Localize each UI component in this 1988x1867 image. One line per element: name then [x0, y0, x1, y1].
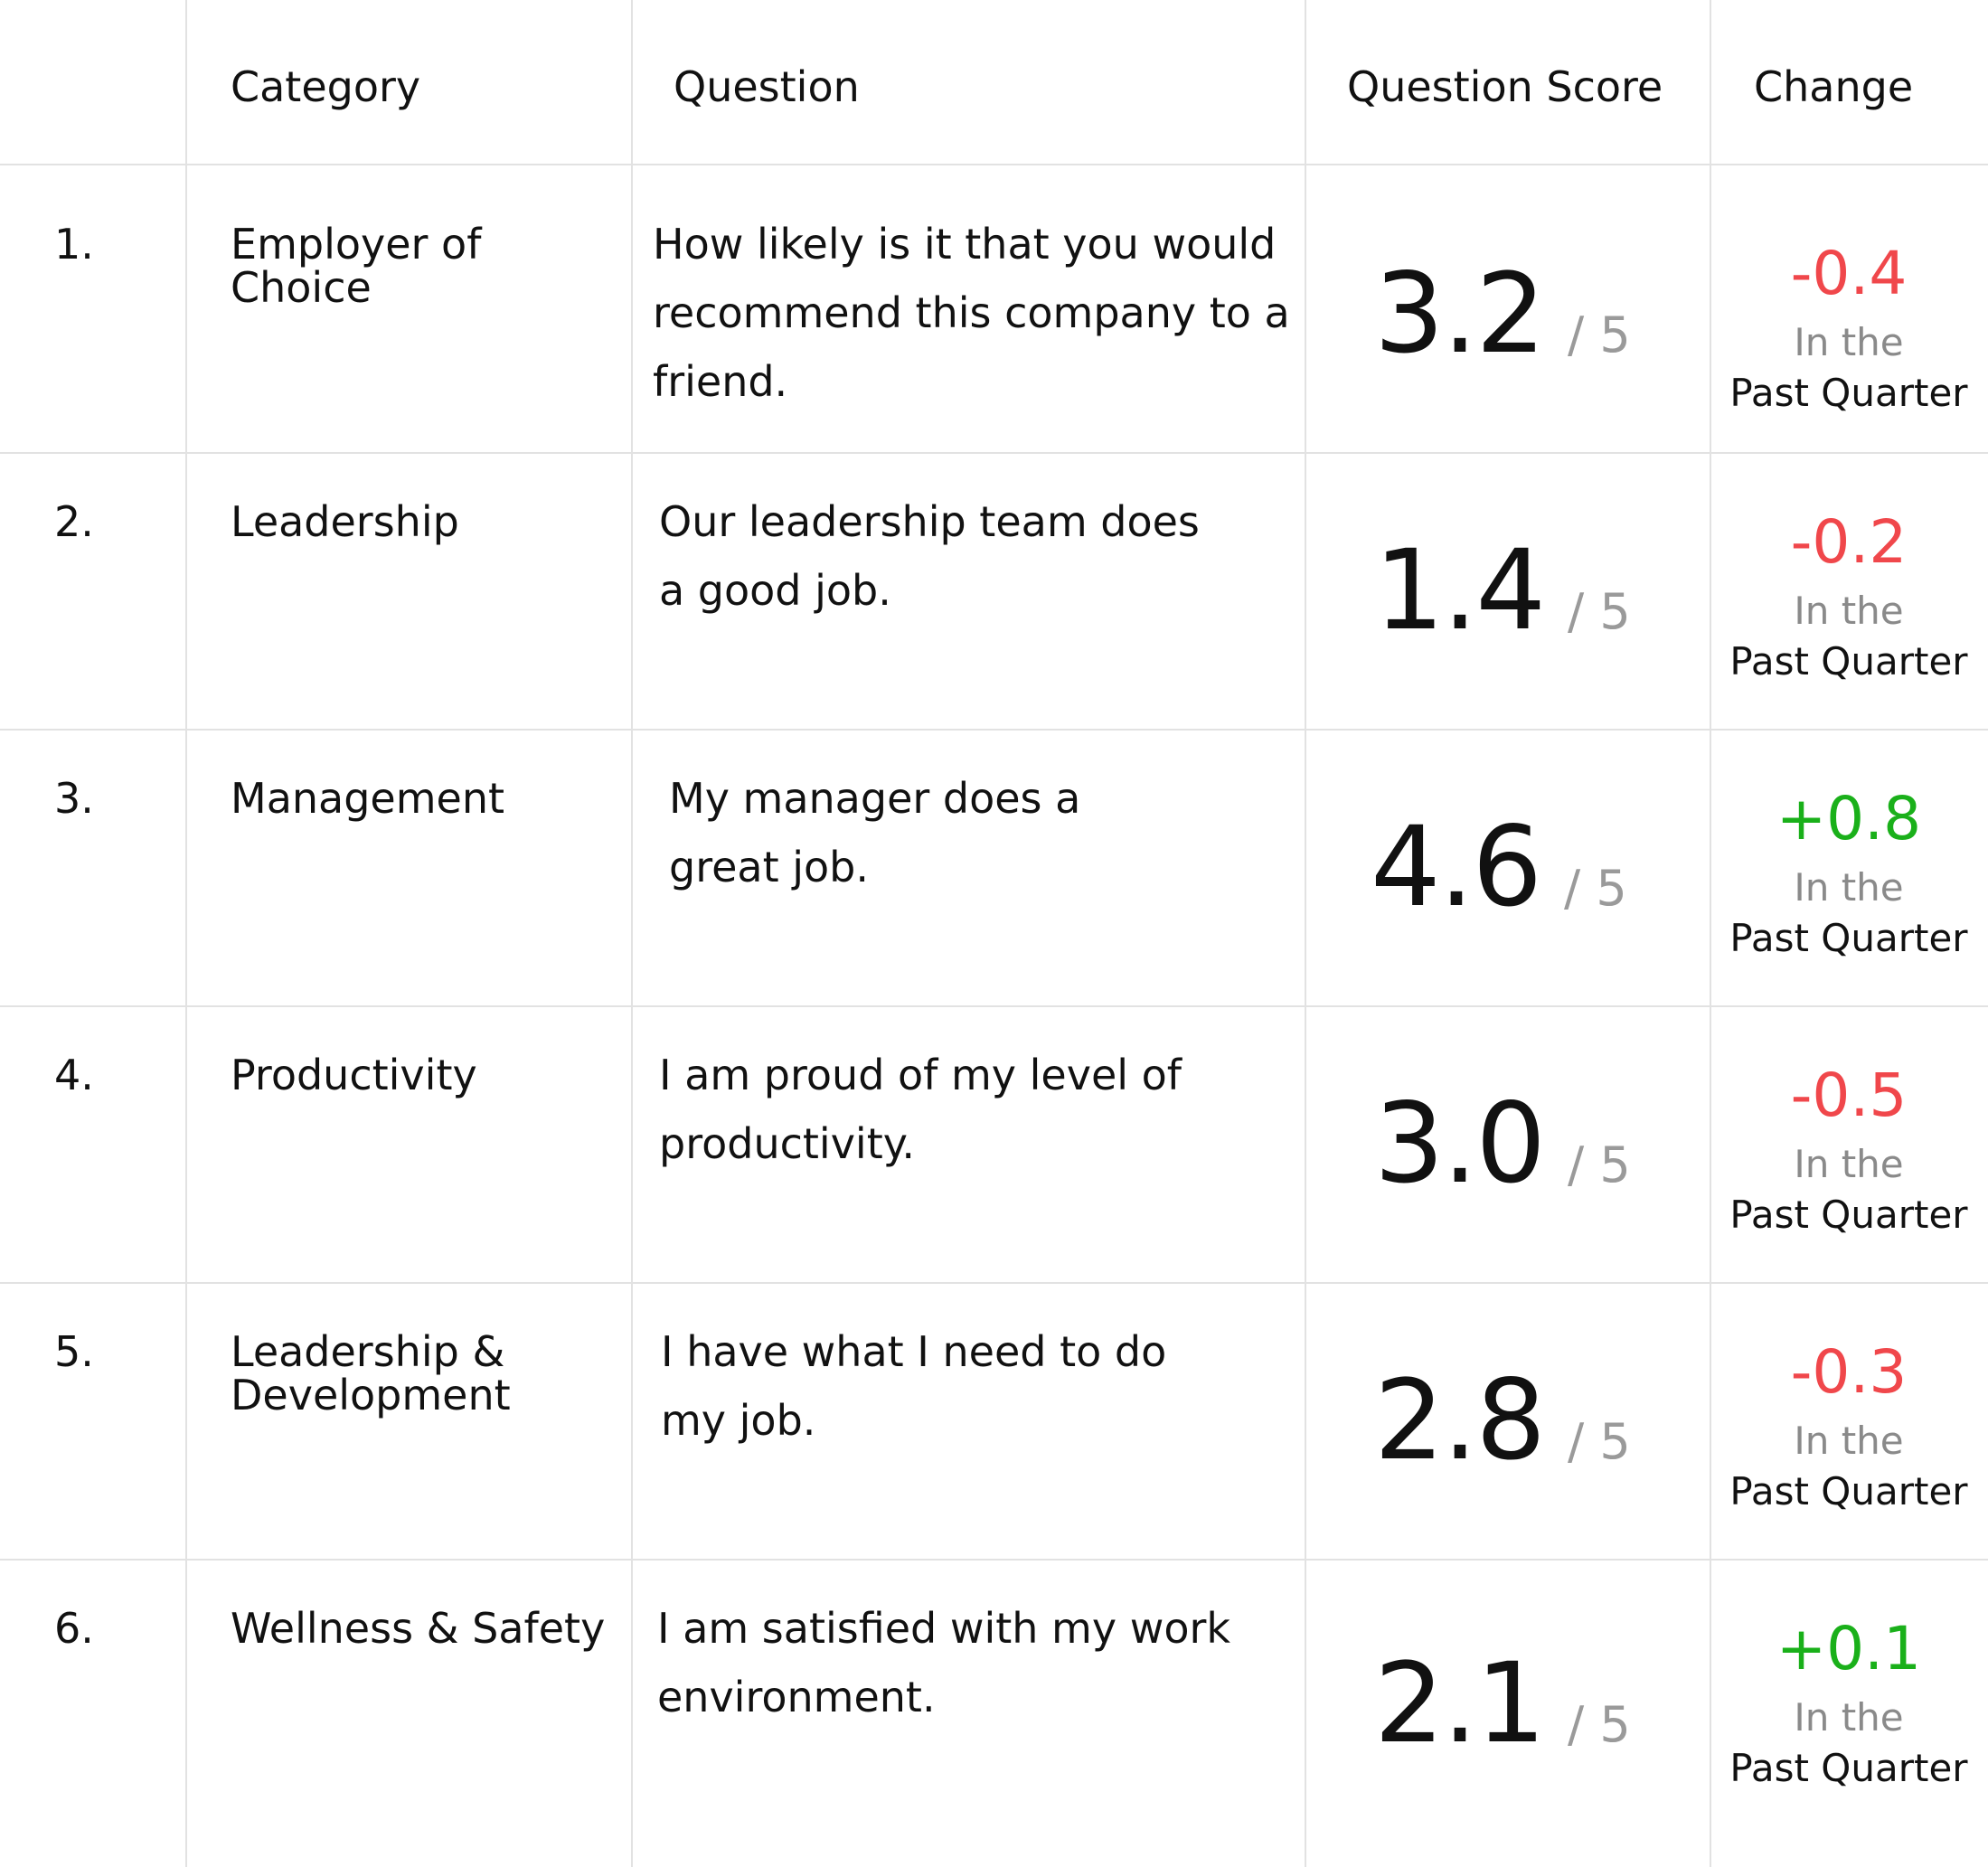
score-value: 3.2	[1374, 250, 1546, 378]
score-max: / 5	[1564, 860, 1627, 917]
row-change: +0.1 In the Past Quarter	[1713, 1613, 1984, 1794]
row-divider	[0, 452, 1988, 454]
change-period-line2: Past Quarter	[1729, 639, 1968, 684]
change-value: +0.1	[1776, 1614, 1922, 1683]
row-divider	[0, 1005, 1988, 1007]
change-value: -0.4	[1790, 239, 1908, 308]
row-category: Leadership & Development	[231, 1327, 511, 1419]
row-index: 3.	[54, 774, 94, 823]
row-score: 2.1/ 5	[1374, 1648, 1631, 1759]
row-question: How likely is it that you would recommen…	[653, 220, 1290, 406]
row-category: Productivity	[231, 1051, 477, 1099]
column-divider	[185, 0, 187, 1867]
change-period-line1: In the	[1794, 1419, 1904, 1463]
column-divider	[1305, 0, 1306, 1867]
row-index: 2.	[54, 497, 94, 546]
change-period-line2: Past Quarter	[1729, 371, 1968, 415]
header-category: Category	[231, 62, 421, 111]
column-divider	[631, 0, 633, 1867]
row-question: I am satisfied with my work environment.	[657, 1604, 1231, 1721]
row-change: -0.5 In the Past Quarter	[1713, 1060, 1984, 1240]
score-max: / 5	[1568, 1136, 1631, 1193]
row-index: 5.	[54, 1327, 94, 1376]
change-period-line1: In the	[1794, 589, 1904, 633]
header-change: Change	[1754, 62, 1914, 111]
score-value: 2.1	[1374, 1639, 1546, 1768]
change-period-line2: Past Quarter	[1729, 1193, 1968, 1237]
header-question: Question	[674, 62, 860, 111]
row-question: I have what I need to do my job.	[661, 1327, 1167, 1445]
change-value: -0.5	[1790, 1061, 1908, 1130]
row-score: 3.0/ 5	[1374, 1089, 1631, 1199]
row-index: 4.	[54, 1051, 94, 1099]
row-category: Leadership	[231, 497, 459, 546]
change-period-line1: In the	[1794, 320, 1904, 364]
row-index: 1.	[54, 220, 94, 269]
score-max: / 5	[1568, 1696, 1631, 1753]
row-category: Management	[231, 774, 505, 823]
change-period-line1: In the	[1794, 865, 1904, 910]
row-divider	[0, 164, 1988, 165]
score-value: 1.4	[1374, 526, 1546, 655]
row-score: 4.6/ 5	[1371, 812, 1627, 922]
row-score: 3.2/ 5	[1374, 259, 1631, 369]
change-period-line2: Past Quarter	[1729, 916, 1968, 960]
row-index: 6.	[54, 1604, 94, 1653]
row-question: My manager does a great job.	[669, 774, 1081, 891]
change-value: -0.3	[1790, 1337, 1908, 1407]
change-period-line1: In the	[1794, 1142, 1904, 1186]
row-change: -0.2 In the Past Quarter	[1713, 506, 1984, 687]
score-max: / 5	[1568, 583, 1631, 640]
row-category: Employer of Choice	[231, 220, 482, 312]
score-value: 2.8	[1374, 1356, 1546, 1485]
row-category: Wellness & Safety	[231, 1604, 606, 1653]
score-max: / 5	[1568, 306, 1631, 363]
row-divider	[0, 1282, 1988, 1284]
change-period-line2: Past Quarter	[1729, 1746, 1968, 1790]
row-change: -0.3 In the Past Quarter	[1713, 1336, 1984, 1517]
change-value: -0.2	[1790, 507, 1908, 577]
change-period-line1: In the	[1794, 1695, 1904, 1740]
row-divider	[0, 729, 1988, 731]
row-question: I am proud of my level of productivity.	[659, 1051, 1182, 1168]
header-question-score: Question Score	[1347, 62, 1663, 111]
row-change: -0.4 In the Past Quarter	[1713, 238, 1984, 419]
change-period-line2: Past Quarter	[1729, 1469, 1968, 1513]
change-value: +0.8	[1776, 784, 1922, 853]
score-value: 3.0	[1374, 1080, 1546, 1208]
score-value: 4.6	[1371, 803, 1542, 931]
row-divider	[0, 1559, 1988, 1561]
row-change: +0.8 In the Past Quarter	[1713, 783, 1984, 964]
column-divider	[1710, 0, 1711, 1867]
score-max: / 5	[1568, 1413, 1631, 1470]
row-score: 2.8/ 5	[1374, 1365, 1631, 1476]
row-question: Our leadership team does a good job.	[659, 497, 1200, 615]
row-score: 1.4/ 5	[1374, 535, 1631, 646]
